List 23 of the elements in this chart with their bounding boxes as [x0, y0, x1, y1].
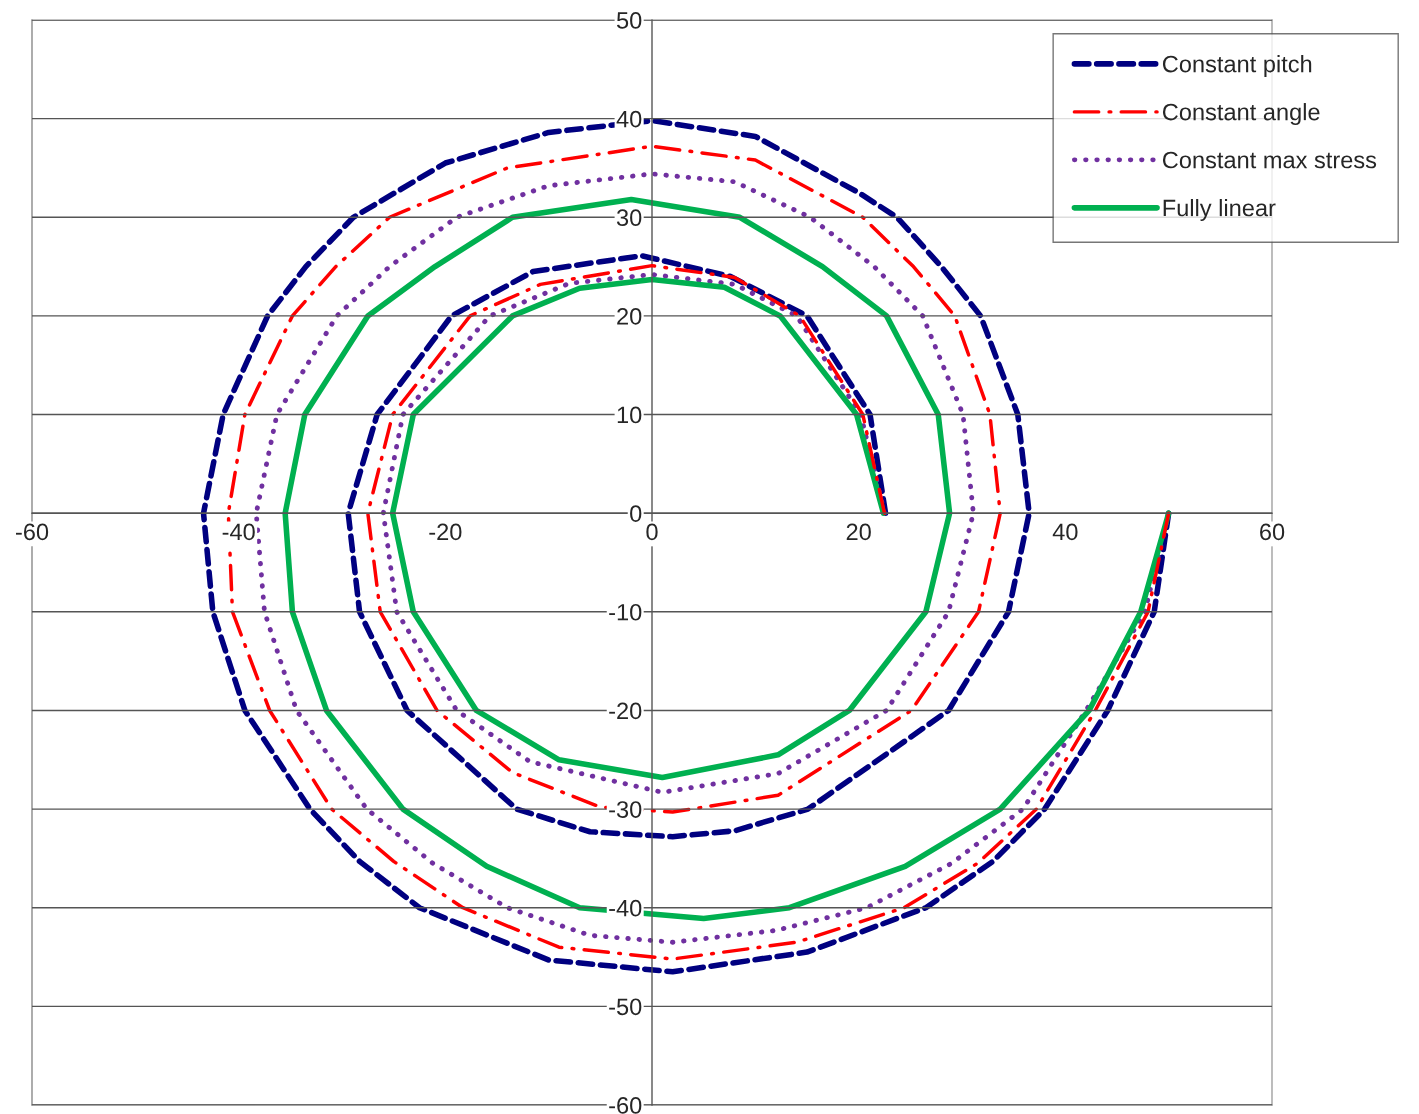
legend-label: Fully linear	[1163, 199, 1276, 222]
y-tick-label: 40	[616, 110, 642, 128]
x-tick-label: 40	[1052, 523, 1078, 541]
legend-label: Constant angle	[1162, 103, 1320, 126]
x-tick-label: -20	[429, 523, 462, 541]
x-tick-label: 60	[1260, 523, 1285, 541]
x-tick-label: 20	[846, 523, 871, 541]
y-tick-label: -10	[609, 603, 642, 621]
x-tick-label: -40	[222, 523, 255, 541]
y-tick-label: 0	[630, 505, 642, 522]
y-tick-label: -20	[609, 702, 642, 720]
y-tick-label: -40	[609, 899, 642, 917]
legend-label: Constant max stress	[1162, 151, 1377, 169]
y-tick-label: 10	[617, 406, 642, 424]
x-tick-label: -60	[15, 523, 49, 541]
y-tick-label: -60	[609, 1097, 642, 1114]
y-tick-label: -50	[609, 998, 642, 1016]
y-tick-label: 50	[616, 12, 642, 29]
y-tick-label: -30	[609, 801, 642, 818]
y-tick-label: 30	[616, 209, 642, 227]
y-tick-label: 20	[617, 307, 642, 325]
legend-label: Constant pitch	[1162, 55, 1312, 78]
x-tick-label: 0	[646, 523, 658, 541]
